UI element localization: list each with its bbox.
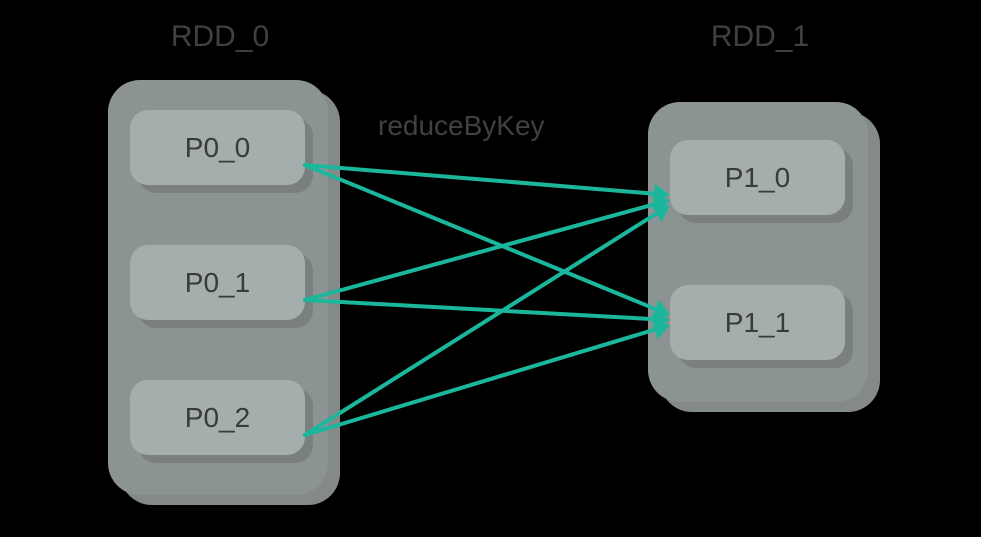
p10-label: P1_0: [725, 162, 790, 194]
diagram-stage: RDD_0 RDD_1 P0_0 P0_1 P0_2 P1_0 P1_1 red…: [0, 0, 981, 537]
rdd1-title: RDD_1: [690, 20, 830, 54]
p00-label: P0_0: [185, 132, 250, 164]
operation-label: reduceByKey: [378, 110, 545, 142]
p01-label: P0_1: [185, 267, 250, 299]
partition-p11: P1_1: [670, 285, 845, 360]
partition-p00: P0_0: [130, 110, 305, 185]
partition-p10: P1_0: [670, 140, 845, 215]
p11-label: P1_1: [725, 307, 790, 339]
partition-p02: P0_2: [130, 380, 305, 455]
partition-p01: P0_1: [130, 245, 305, 320]
p02-label: P0_2: [185, 402, 250, 434]
rdd0-title: RDD_0: [150, 20, 290, 54]
